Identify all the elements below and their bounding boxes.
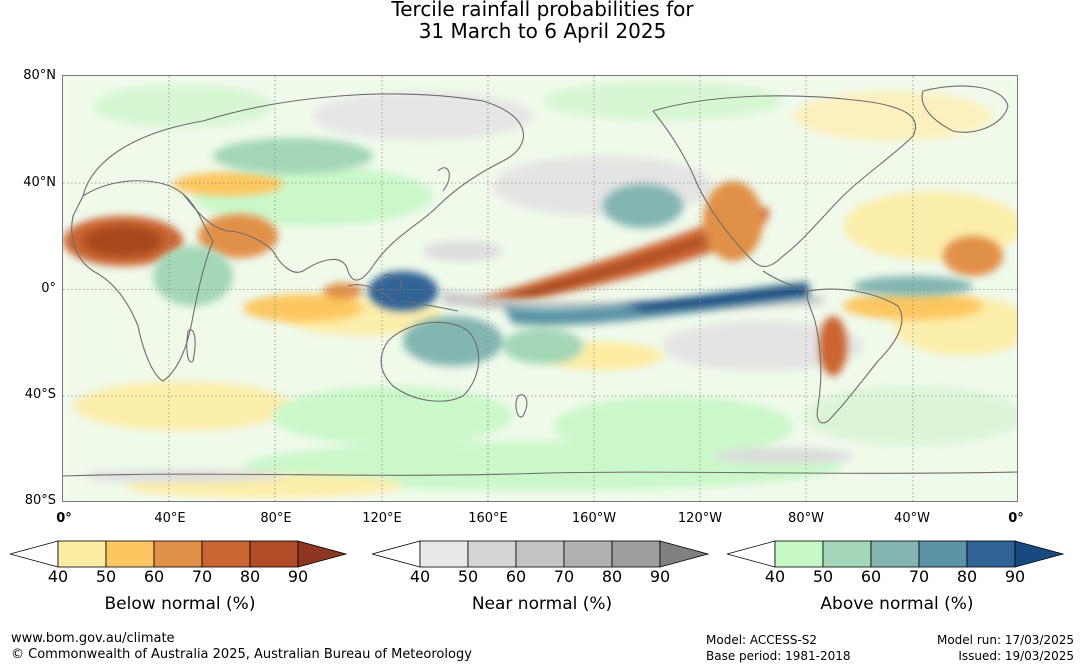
legend-near-tick: 50: [457, 567, 479, 586]
legend-colorbar-low-arrow: [10, 540, 59, 568]
rainfall-probability-map: [62, 75, 1018, 502]
legend-colorbar-segment: [822, 540, 872, 568]
legend-colorbar-segment: [515, 540, 565, 568]
graticule: [63, 76, 1017, 501]
legend-near-tick: 80: [601, 567, 623, 586]
legend-below-tick: 60: [143, 567, 165, 586]
legend-above-tick: 40: [764, 567, 786, 586]
lon-label-40e: 40°E: [154, 511, 186, 526]
legend-colorbar-segment: [563, 540, 613, 568]
legend-above-tick: 70: [908, 567, 930, 586]
legend-near-tick: 90: [649, 567, 671, 586]
lat-label-40s: 40°S: [24, 387, 56, 402]
website-link[interactable]: www.bom.gov.au/climate: [11, 631, 175, 646]
legend-colorbar-segment: [153, 540, 203, 568]
legend-near-tick: 40: [409, 567, 431, 586]
legend-below-normal: 40 50 60 70 80 90: [10, 540, 350, 588]
chart-title-line-1: Tercile rainfall probabilities for: [391, 0, 694, 21]
base-period: Base period: 1981-2018: [706, 649, 851, 663]
legend-above-tick: 90: [1004, 567, 1026, 586]
lon-label-80w: 80°W: [788, 511, 824, 526]
legend-colorbar-segment: [774, 540, 824, 568]
copyright-text: © Commonwealth of Australia 2025, Austra…: [11, 647, 472, 662]
legend-colorbar-segment: [249, 540, 299, 568]
legend-colorbar-segment: [57, 540, 107, 568]
chart-title-line-2: 31 March to 6 April 2025: [418, 19, 667, 43]
legend-colorbar-low-arrow: [727, 540, 776, 568]
lat-label-80n: 80°N: [23, 68, 56, 83]
legend-near-tick: 70: [553, 567, 575, 586]
legend-above-tick: 50: [812, 567, 834, 586]
legend-below-tick: 50: [95, 567, 117, 586]
legend-above-normal-colorbar: [727, 540, 1065, 568]
lat-label-80s: 80°S: [24, 493, 56, 508]
legend-colorbar-segment: [918, 540, 968, 568]
legend-below-normal-colorbar: [10, 540, 348, 568]
legend-colorbar-segment: [467, 540, 517, 568]
coastlines: [63, 85, 1017, 477]
lon-label-0-west-edge: 0°: [56, 511, 72, 526]
legend-colorbar-segment: [966, 540, 1016, 568]
legend-above-tick: 60: [860, 567, 882, 586]
lon-label-120e: 120°E: [362, 511, 402, 526]
legend-near-normal-colorbar: [372, 540, 710, 568]
model-name: Model: ACCESS-S2: [706, 633, 818, 647]
map-canvas: [63, 76, 1017, 501]
lon-label-40w: 40°W: [894, 511, 930, 526]
legend-below-tick: 70: [191, 567, 213, 586]
legend-near-tick: 60: [505, 567, 527, 586]
lon-label-80e: 80°E: [260, 511, 292, 526]
lat-label-40n: 40°N: [23, 175, 56, 190]
lat-label-0: 0°: [41, 281, 56, 296]
legend-near-normal: 40 50 60 70 80 90: [372, 540, 712, 588]
legend-colorbar-segment: [870, 540, 920, 568]
legend-colorbar-segment: [201, 540, 251, 568]
legend-colorbar-low-arrow: [372, 540, 421, 568]
legend-above-normal: 40 50 60 70 80 90: [727, 540, 1067, 588]
legend-colorbar-high-arrow: [659, 540, 710, 568]
legend-below-normal-title: Below normal (%): [104, 594, 256, 614]
legend-colorbar-segment: [419, 540, 469, 568]
lon-label-0-east-edge: 0°: [1008, 511, 1024, 526]
legend-colorbar-segment: [105, 540, 155, 568]
lon-label-120w: 120°W: [677, 511, 723, 526]
legend-below-tick: 80: [239, 567, 261, 586]
legend-below-tick: 90: [287, 567, 309, 586]
legend-colorbar-high-arrow: [297, 540, 348, 568]
legend-below-tick: 40: [47, 567, 69, 586]
legend-above-tick: 80: [956, 567, 978, 586]
issued-date: Issued: 19/03/2025: [958, 649, 1074, 663]
legend-colorbar-segment: [611, 540, 661, 568]
lon-label-160e: 160°E: [468, 511, 508, 526]
legend-near-normal-title: Near normal (%): [471, 594, 613, 614]
legend-colorbar-high-arrow: [1014, 540, 1065, 568]
model-run-date: Model run: 17/03/2025: [936, 633, 1074, 647]
lon-label-160w: 160°W: [571, 511, 617, 526]
legend-above-normal-title: Above normal (%): [820, 594, 974, 614]
below-normal-regions: [63, 172, 1003, 376]
